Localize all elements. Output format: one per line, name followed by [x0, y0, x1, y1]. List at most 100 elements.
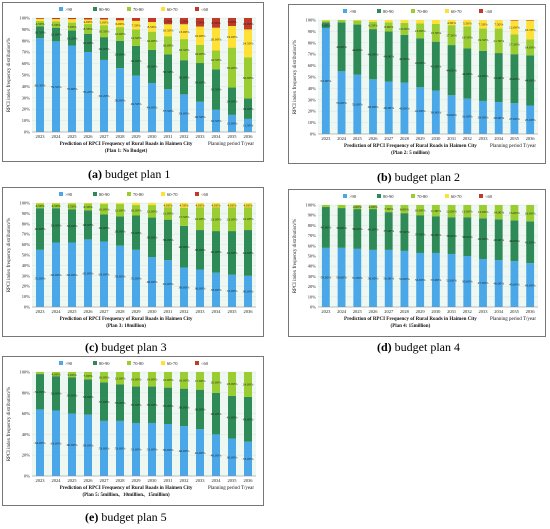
data-label: 44.00%: [243, 251, 254, 255]
x-tick-label: 2034: [494, 309, 504, 314]
bar-segment: [36, 38, 44, 132]
stacked-bar-chart-plan-4: >90 80-90 70-80 60-70 <60 0% 10% 20% 30% 40% 50% 60…: [288, 189, 546, 337]
caption-text: budget plan 4: [391, 340, 460, 354]
legend-swatch: [479, 194, 483, 198]
x-tick-label: 2031: [447, 136, 456, 141]
legend-label: <60: [485, 9, 493, 14]
bar-segment: [196, 372, 204, 390]
bar-segment: [244, 18, 252, 30]
data-label: 12.00%: [509, 26, 520, 30]
bar-segment: [369, 79, 377, 134]
x-tick-label: 2024: [52, 478, 62, 483]
bar-segment: [212, 434, 220, 476]
data-label: 19.50%: [211, 119, 222, 123]
x-tick-label: 2025: [68, 478, 78, 483]
data-label: 7.00%: [67, 25, 76, 29]
legend: >90 80-90 70-80 60-70 <60: [343, 9, 493, 14]
x-tick-label: 2029: [416, 309, 426, 314]
bar-segment: [244, 230, 252, 276]
data-label: 7.50%: [195, 20, 204, 24]
bar-segment: [36, 249, 44, 307]
data-label: 30.00%: [243, 290, 254, 294]
data-label: 37.00%: [383, 229, 394, 233]
bar-segment: [479, 218, 487, 260]
legend-label: >90: [65, 192, 73, 197]
bar-segment: [116, 420, 124, 476]
bar-segment: [68, 30, 76, 46]
caption-b: (b) budget plan 2: [377, 170, 460, 185]
bar-segment: [244, 207, 252, 231]
bar-segment: [526, 221, 535, 264]
data-label: 26.00%: [131, 59, 142, 63]
data-label: 33.00%: [51, 224, 62, 228]
x-tick-label: 2036: [526, 309, 536, 314]
data-label: 10.00%: [99, 375, 110, 379]
data-label: 46.00%: [493, 282, 504, 286]
y-axis-label: RPCI index frequency distribution/%: [7, 387, 12, 462]
data-label: 40.00%: [478, 237, 489, 241]
bar-segment: [148, 49, 156, 83]
legend-swatch: [195, 7, 199, 11]
data-label: 7.50%: [494, 22, 503, 26]
data-label: 22.00%: [243, 217, 254, 221]
bar-segment: [244, 372, 252, 397]
chart-panel-b: >90 80-90 70-80 60-70 <60 0% 10% 20% 30% 40% 50% 60…: [288, 4, 546, 164]
bar-segment: [321, 205, 330, 208]
bar-segment: [369, 20, 377, 22]
data-label: 15.50%: [430, 31, 441, 35]
bar-segment: [244, 118, 252, 132]
y-tick-label: 30%: [22, 273, 31, 278]
y-tick-label: 70%: [308, 52, 317, 57]
bar-segment: [132, 386, 140, 423]
data-label: 44.00%: [383, 55, 394, 59]
data-label: 39.00%: [352, 227, 363, 231]
data-label: 4.50%: [179, 204, 188, 208]
bar-segment: [36, 18, 44, 22]
data-label: 22.00%: [195, 217, 206, 221]
bar-segment: [228, 438, 236, 476]
data-label: 35.00%: [227, 66, 238, 70]
data-label: 34.00%: [83, 395, 94, 399]
bar-segment: [463, 26, 472, 49]
bar-segment: [526, 55, 535, 106]
data-label: 15.00%: [509, 211, 520, 215]
bar-segment: [116, 384, 124, 421]
legend-swatch: [195, 192, 199, 196]
data-label: 5.00%: [99, 21, 108, 25]
data-label: 14.00%: [493, 210, 504, 214]
bar-segment: [228, 87, 236, 115]
bar-segment: [164, 207, 172, 220]
bar-segment: [494, 20, 503, 29]
bar-segment: [431, 41, 440, 91]
bar-segment: [100, 382, 108, 421]
data-label: 4.00%: [51, 372, 60, 376]
data-label: 19.50%: [478, 38, 489, 42]
data-label: 56.00%: [383, 277, 394, 281]
data-label: 17.00%: [195, 379, 206, 383]
data-label: 38.00%: [179, 285, 190, 289]
bar-segment: [52, 372, 60, 377]
data-label: 12.00%: [462, 209, 473, 213]
bar-segment: [100, 25, 108, 38]
y-tick-label: 40%: [308, 264, 317, 269]
data-label: 63.20%: [99, 94, 110, 98]
bar-segment: [526, 205, 535, 222]
x-tick-label: 2036: [244, 478, 254, 483]
bar-segment: [116, 68, 124, 132]
data-label: 42.00%: [227, 251, 238, 255]
y-tick-label: 50%: [308, 75, 317, 80]
data-label: 53.00%: [430, 278, 441, 282]
bar-segment: [353, 20, 362, 25]
bar-segment: [212, 109, 220, 132]
data-label: 8.00%: [384, 25, 393, 29]
y-tick-label: 0%: [310, 132, 316, 137]
bar-segment: [212, 203, 220, 208]
data-label: 24.00%: [243, 383, 254, 387]
legend-label: 60-70: [167, 192, 178, 197]
chart-title: Prediction of RPCI Frequency of Rural Ro…: [344, 144, 477, 149]
data-label: 48.00%: [179, 449, 190, 453]
bar-segment: [212, 231, 220, 273]
bar-segment: [244, 396, 252, 442]
bar-segment: [337, 247, 346, 307]
